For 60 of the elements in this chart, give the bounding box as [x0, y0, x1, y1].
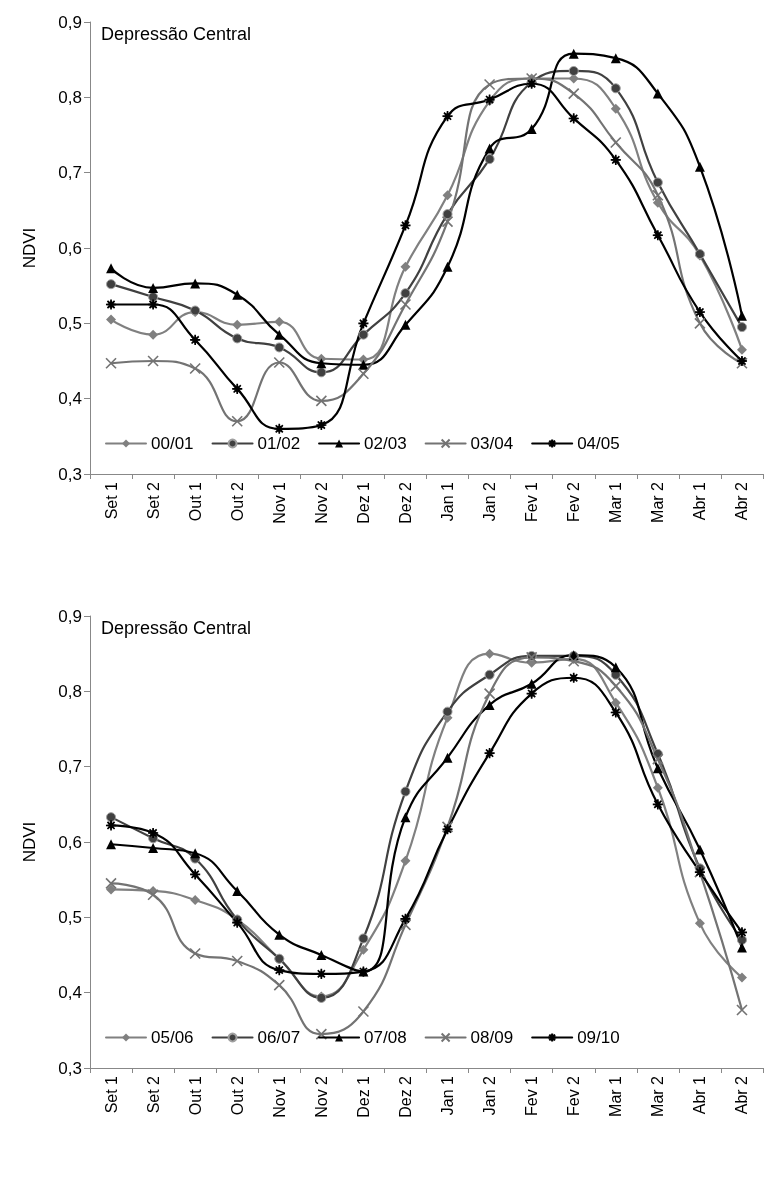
y-tick-label: 0,7 [58, 757, 82, 777]
y-tick-label: 0,8 [58, 87, 82, 107]
x-tick-label: Fev 1 [523, 1075, 541, 1117]
x-tick-label: Dez 1 [354, 481, 372, 524]
x-tick-label: Dez 2 [396, 1075, 414, 1118]
legend-label: 02/03 [364, 434, 407, 453]
legend-label: 00/01 [151, 434, 194, 453]
x-tick-label: Out 1 [186, 481, 204, 522]
x-tick-label: Abr 1 [691, 481, 709, 521]
x-tick-label: Nov 1 [270, 481, 288, 524]
y-tick-label: 0,6 [58, 832, 82, 852]
x-tick-label: Dez 1 [354, 1075, 372, 1118]
x-tick-label: Abr 1 [691, 1075, 709, 1115]
y-tick-label: 0,4 [58, 389, 82, 409]
legend-label: 04/05 [577, 434, 620, 453]
y-tick-label: 0,3 [58, 464, 82, 484]
x-tick-label: Mar 1 [607, 1075, 625, 1117]
legend-label: 08/09 [470, 1028, 514, 1047]
chart-title: Depressão Central [101, 24, 252, 44]
y-axis-title: NDVI [20, 227, 39, 269]
x-tick-label: Fev 2 [565, 481, 583, 523]
x-tick-label: Jan 1 [439, 1075, 457, 1116]
x-tick-label: Mar 2 [649, 1075, 667, 1117]
legend-label: 01/02 [257, 434, 301, 453]
x-tick-label: Abr 2 [733, 481, 751, 521]
legend-label: 06/07 [257, 1028, 301, 1047]
x-tick-label: Set 1 [102, 1075, 120, 1114]
legend-label: 07/08 [364, 1028, 407, 1047]
chart-title: Depressão Central [101, 618, 252, 638]
x-tick-label: Mar 1 [607, 481, 625, 523]
x-tick-label: Mar 2 [649, 481, 667, 523]
y-axis-title: NDVI [20, 821, 39, 863]
x-tick-label: Fev 1 [523, 481, 541, 523]
x-tick-label: Set 1 [102, 481, 120, 520]
x-tick-label: Nov 1 [270, 1075, 288, 1118]
x-tick-label: Abr 2 [733, 1075, 751, 1115]
x-tick-label: Out 2 [228, 481, 246, 522]
y-tick-label: 0,6 [58, 238, 82, 258]
x-tick-label: Dez 2 [396, 481, 414, 524]
y-tick-label: 0,4 [58, 983, 82, 1003]
x-tick-label: Set 2 [144, 481, 162, 520]
legend-label: 03/04 [470, 434, 514, 453]
x-tick-label: Set 2 [144, 1075, 162, 1114]
y-tick-label: 0,5 [58, 313, 82, 333]
x-tick-label: Out 2 [228, 1075, 246, 1116]
y-tick-label: 0,5 [58, 907, 82, 927]
x-tick-label: Fev 2 [565, 1075, 583, 1117]
x-tick-label: Out 1 [186, 1075, 204, 1116]
x-tick-label: Nov 2 [312, 1075, 330, 1118]
y-tick-label: 0,9 [58, 12, 82, 32]
x-tick-label: Jan 2 [481, 481, 499, 522]
y-tick-label: 0,3 [58, 1058, 82, 1078]
legend-label: 09/10 [577, 1028, 620, 1047]
y-tick-label: 0,8 [58, 681, 82, 701]
x-tick-label: Jan 2 [481, 1075, 499, 1116]
y-tick-label: 0,7 [58, 163, 82, 183]
legend-label: 05/06 [151, 1028, 194, 1047]
x-tick-label: Jan 1 [439, 481, 457, 522]
x-tick-label: Nov 2 [312, 481, 330, 524]
y-tick-label: 0,9 [58, 606, 82, 626]
